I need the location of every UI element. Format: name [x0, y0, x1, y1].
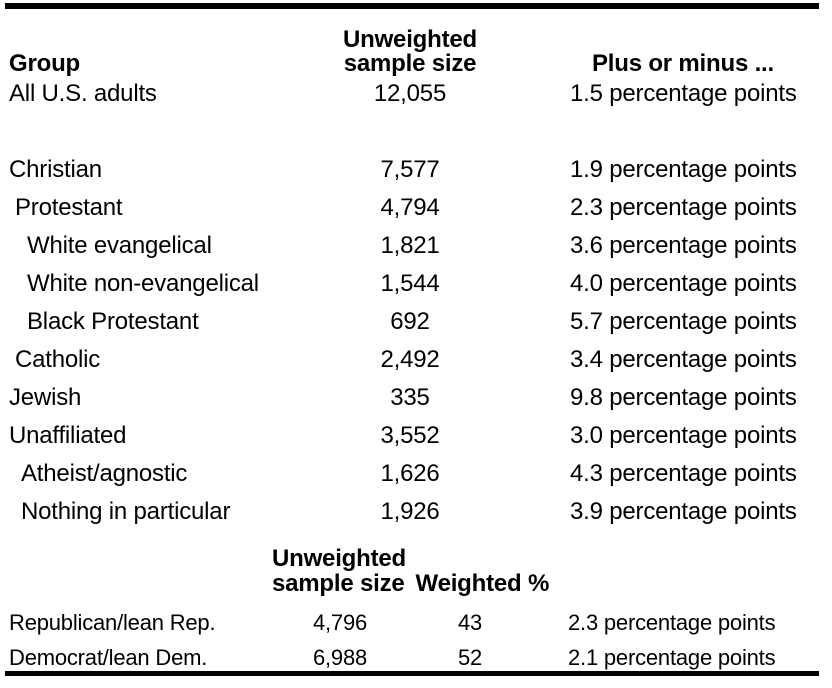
table-row: Nothing in particular 1,926 3.9 percenta… [0, 493, 832, 531]
sample-size-cell: 12,055 [373, 80, 447, 107]
sample-size-cell: 1,626 [380, 460, 440, 487]
table-row: Catholic 2,492 3.4 percentage points [0, 341, 832, 379]
group-cell: Catholic [15, 346, 101, 373]
table-row: Protestant 4,794 2.3 percentage points [0, 189, 832, 227]
margin-cell: 3.0 percentage points [570, 422, 797, 449]
column-header-group: Group [9, 50, 80, 77]
margin-cell: 3.4 percentage points [570, 346, 797, 373]
group-cell: Unaffiliated [9, 422, 127, 449]
table-row: Unaffiliated 3,552 3.0 percentage points [0, 417, 832, 455]
margin-cell: 5.7 percentage points [570, 308, 797, 335]
margin-cell: 4.0 percentage points [570, 270, 797, 297]
margin-cell: 2.3 percentage points [568, 610, 776, 635]
column-header-sample-size: sample size [272, 570, 405, 597]
margin-cell: 1.9 percentage points [570, 156, 797, 183]
party-rows: Republican/lean Rep. 4,796 43 2.3 percen… [0, 605, 832, 675]
spacer-row [0, 113, 832, 151]
margin-cell: 2.3 percentage points [570, 194, 797, 221]
sample-size-cell: 335 [390, 384, 430, 411]
margin-cell: 4.3 percentage points [570, 460, 797, 487]
sample-size-cell: 4,794 [380, 194, 440, 221]
group-cell: Atheist/agnostic [21, 460, 188, 487]
table-row: Atheist/agnostic 1,626 4.3 percentage po… [0, 455, 832, 493]
sample-size-cell: 1,926 [380, 498, 440, 525]
table-row: White non-evangelical 1,544 4.0 percenta… [0, 265, 832, 303]
header-line-2: sample size [343, 50, 477, 77]
group-cell: All U.S. adults [9, 80, 157, 107]
table-row: Democrat/lean Dem. 6,988 52 2.1 percenta… [0, 640, 832, 675]
group-cell: Nothing in particular [21, 498, 231, 525]
column-header-weighted-percent: Weighted % [415, 570, 550, 597]
group-cell: White non-evangelical [27, 270, 259, 297]
sample-size-cell: 7,577 [380, 156, 440, 183]
weighted-percent-cell: 52 [457, 645, 483, 670]
group-cell: Christian [9, 156, 102, 183]
group-cell: Jewish [9, 384, 82, 411]
margin-cell: 3.6 percentage points [570, 232, 797, 259]
table-row: White evangelical 1,821 3.6 percentage p… [0, 227, 832, 265]
top-rule [5, 3, 819, 9]
bottom-rule [5, 671, 819, 676]
group-cell: Democrat/lean Dem. [9, 645, 208, 670]
weighted-percent-cell: 43 [457, 610, 483, 635]
table-row: Black Protestant 692 5.7 percentage poin… [0, 303, 832, 341]
header-line-1: Unweighted [343, 26, 477, 53]
group-cell: Black Protestant [27, 308, 199, 335]
table-row: All U.S. adults 12,055 1.5 percentage po… [0, 75, 832, 113]
sample-size-cell: 1,821 [380, 232, 440, 259]
sample-size-cell: 6,988 [312, 645, 368, 670]
group-cell: Protestant [15, 194, 123, 221]
group-cell: White evangelical [27, 232, 212, 259]
header-line-2: sample size Weighted % [272, 571, 549, 596]
margin-cell: 9.8 percentage points [570, 384, 797, 411]
group-cell: Republican/lean Rep. [9, 610, 216, 635]
sample-size-cell: 3,552 [380, 422, 440, 449]
table-row: Jewish 335 9.8 percentage points [0, 379, 832, 417]
margin-cell: 3.9 percentage points [570, 498, 797, 525]
header-line-1: Unweighted [272, 545, 406, 572]
party-section-header: Unweighted sample size Weighted % [272, 546, 549, 596]
margin-cell: 2.1 percentage points [568, 645, 776, 670]
table-row: Republican/lean Rep. 4,796 43 2.3 percen… [0, 605, 832, 640]
sample-size-cell: 1,544 [380, 270, 440, 297]
sample-size-cell: 4,796 [312, 610, 368, 635]
table-row: Christian 7,577 1.9 percentage points [0, 151, 832, 189]
column-header-unweighted-sample-size: Unweighted sample size [330, 28, 490, 76]
sample-size-cell: 692 [390, 308, 430, 335]
sample-size-cell: 2,492 [380, 346, 440, 373]
column-header-plus-or-minus: Plus or minus ... [592, 50, 774, 77]
margin-cell: 1.5 percentage points [570, 80, 797, 107]
religion-rows: All U.S. adults 12,055 1.5 percentage po… [0, 75, 832, 531]
